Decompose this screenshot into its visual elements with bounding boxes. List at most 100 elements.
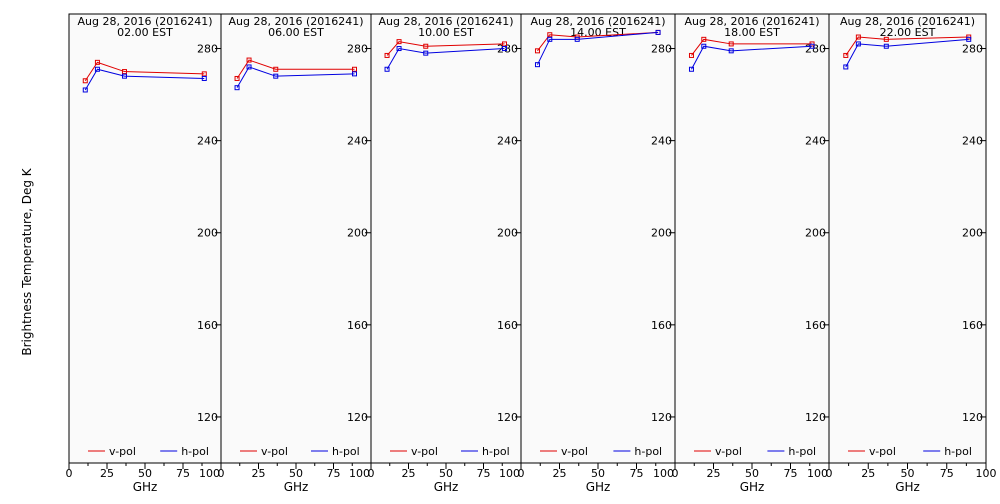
x-tick-label: 75 bbox=[327, 467, 341, 480]
series-h-pol bbox=[843, 36, 972, 70]
x-tick-label: 25 bbox=[252, 467, 266, 480]
y-tick-label: 160 bbox=[497, 319, 518, 332]
x-tick-label: 50 bbox=[289, 467, 303, 480]
series-h-pol bbox=[688, 43, 815, 72]
series-v-pol bbox=[384, 39, 507, 58]
y-tick-label: 240 bbox=[651, 135, 672, 148]
data-point bbox=[688, 52, 694, 58]
y-tick-label: 280 bbox=[962, 43, 983, 56]
panel-subtitle: 14.00 EST bbox=[570, 26, 626, 39]
panel-background bbox=[69, 14, 221, 463]
y-tick-label: 280 bbox=[651, 43, 672, 56]
x-axis-label: GHz bbox=[284, 480, 309, 494]
legend-label: v-pol bbox=[561, 445, 588, 458]
x-tick-label: 75 bbox=[630, 467, 644, 480]
panel-title: Aug 28, 2016 (2016241) bbox=[840, 15, 975, 28]
y-axis-label: Brightness Temperature, Deg K bbox=[20, 167, 34, 355]
panel-subtitle: 02.00 EST bbox=[117, 26, 173, 39]
panel-2: Aug 28, 2016 (2016241)06.00 EST 120 160 200… bbox=[218, 13, 372, 494]
series-line bbox=[537, 31, 659, 52]
x-tick-label: 25 bbox=[861, 467, 875, 480]
y-tick-label: 160 bbox=[805, 319, 826, 332]
legend: v-pol h-pol bbox=[240, 445, 360, 458]
data-point bbox=[396, 46, 402, 52]
panel-title: Aug 28, 2016 (2016241) bbox=[684, 15, 819, 28]
x-axis-label: GHz bbox=[434, 480, 459, 494]
panel-title: Aug 28, 2016 (2016241) bbox=[228, 15, 363, 28]
y-tick-label: 120 bbox=[497, 411, 518, 424]
y-tick-label: 120 bbox=[805, 411, 826, 424]
data-point bbox=[94, 66, 100, 72]
x-tick-label: 50 bbox=[901, 467, 915, 480]
legend: v-pol h-pol bbox=[88, 445, 209, 458]
x-tick-label: 75 bbox=[176, 467, 190, 480]
data-point bbox=[855, 34, 861, 40]
panel-subtitle: 10.00 EST bbox=[418, 26, 474, 39]
y-tick-label: 240 bbox=[197, 135, 218, 148]
data-point bbox=[547, 32, 553, 38]
data-point bbox=[82, 87, 88, 93]
x-axis-label: GHz bbox=[895, 480, 920, 494]
panel-5: Aug 28, 2016 (2016241)18.00 EST 120 160 200… bbox=[672, 13, 830, 494]
panel-background bbox=[521, 14, 675, 463]
data-point bbox=[655, 29, 661, 35]
x-tick-label: 0 bbox=[518, 467, 525, 480]
data-point bbox=[728, 48, 734, 54]
y-tick-label: 120 bbox=[347, 411, 368, 424]
series-line bbox=[236, 59, 355, 79]
data-point bbox=[273, 66, 279, 72]
x-tick-label: 0 bbox=[368, 467, 375, 480]
y-tick-label: 200 bbox=[497, 227, 518, 240]
data-point bbox=[352, 71, 357, 77]
y-tick-label: 160 bbox=[962, 319, 983, 332]
data-point bbox=[234, 75, 240, 81]
x-tick-label: 50 bbox=[439, 467, 453, 480]
data-point bbox=[809, 43, 815, 49]
series-h-pol bbox=[534, 29, 661, 68]
data-point bbox=[423, 50, 429, 56]
data-point bbox=[574, 36, 580, 42]
x-tick-label: 75 bbox=[784, 467, 798, 480]
x-tick-label: 0 bbox=[66, 467, 73, 480]
legend: v-pol h-pol bbox=[848, 445, 972, 458]
y-tick-label: 160 bbox=[347, 319, 368, 332]
legend-label: v-pol bbox=[715, 445, 742, 458]
y-tick-label: 120 bbox=[962, 411, 983, 424]
series-line bbox=[537, 31, 659, 65]
series-h-pol bbox=[384, 46, 507, 72]
data-point bbox=[121, 73, 127, 79]
x-tick-label: 25 bbox=[402, 467, 416, 480]
series-v-pol bbox=[82, 59, 207, 84]
x-tick-label: 0 bbox=[826, 467, 833, 480]
legend-label: h-pol bbox=[332, 445, 360, 458]
data-point bbox=[701, 43, 707, 49]
series-line bbox=[845, 38, 969, 68]
legend-label: v-pol bbox=[869, 445, 896, 458]
y-tick-label: 240 bbox=[962, 135, 983, 148]
data-point bbox=[843, 64, 849, 70]
data-point bbox=[502, 41, 507, 47]
legend: v-pol h-pol bbox=[540, 445, 662, 458]
data-point bbox=[701, 36, 707, 42]
legend-label: h-pol bbox=[482, 445, 510, 458]
legend-label: h-pol bbox=[634, 445, 662, 458]
data-point bbox=[273, 73, 279, 79]
x-tick-label: 100 bbox=[499, 467, 520, 480]
legend: v-pol h-pol bbox=[390, 445, 510, 458]
data-point bbox=[384, 66, 390, 72]
x-tick-label: 25 bbox=[553, 467, 567, 480]
x-tick-label: 100 bbox=[807, 467, 828, 480]
data-point bbox=[94, 59, 100, 65]
data-point bbox=[201, 75, 207, 81]
data-point bbox=[855, 41, 861, 47]
x-tick-label: 75 bbox=[477, 467, 491, 480]
data-point bbox=[82, 78, 88, 84]
y-tick-label: 280 bbox=[347, 43, 368, 56]
series-line bbox=[691, 45, 813, 70]
x-tick-label: 50 bbox=[591, 467, 605, 480]
series-line bbox=[691, 38, 813, 56]
data-point bbox=[728, 41, 734, 47]
y-tick-label: 160 bbox=[651, 319, 672, 332]
